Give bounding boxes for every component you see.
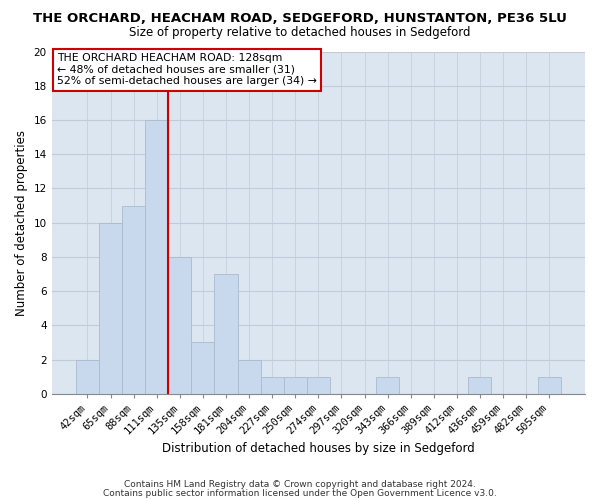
X-axis label: Distribution of detached houses by size in Sedgeford: Distribution of detached houses by size … [162, 442, 475, 455]
Bar [145, 120, 168, 394]
Text: THE ORCHARD HEACHAM ROAD: 128sqm
← 48% of detached houses are smaller (31)
52% o: THE ORCHARD HEACHAM ROAD: 128sqm ← 48% o… [57, 53, 317, 86]
Bar [284, 376, 307, 394]
Text: Contains HM Land Registry data © Crown copyright and database right 2024.: Contains HM Land Registry data © Crown c… [124, 480, 476, 489]
Bar [122, 206, 145, 394]
Y-axis label: Number of detached properties: Number of detached properties [15, 130, 28, 316]
Bar [469, 376, 491, 394]
Text: THE ORCHARD, HEACHAM ROAD, SEDGEFORD, HUNSTANTON, PE36 5LU: THE ORCHARD, HEACHAM ROAD, SEDGEFORD, HU… [33, 12, 567, 26]
Bar [538, 376, 561, 394]
Text: Contains public sector information licensed under the Open Government Licence v3: Contains public sector information licen… [103, 488, 497, 498]
Bar [76, 360, 99, 394]
Bar [214, 274, 238, 394]
Text: Size of property relative to detached houses in Sedgeford: Size of property relative to detached ho… [129, 26, 471, 39]
Bar [168, 257, 191, 394]
Bar [376, 376, 399, 394]
Bar [238, 360, 260, 394]
Bar [99, 222, 122, 394]
Bar [307, 376, 330, 394]
Bar [260, 376, 284, 394]
Bar [191, 342, 214, 394]
